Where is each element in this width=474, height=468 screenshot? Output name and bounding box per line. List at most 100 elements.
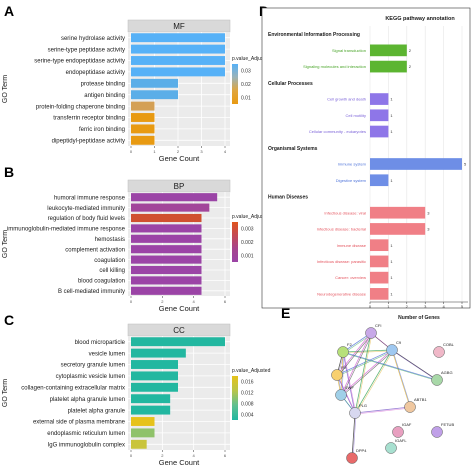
kegg-bar-value: 1 — [390, 243, 393, 248]
kegg-pathway-label: Immune system — [338, 162, 367, 167]
category-label: cell killing — [99, 268, 125, 274]
kegg-pathway-label: Signal transduction — [332, 48, 366, 53]
category-label: transferrin receptor binding — [53, 116, 125, 122]
network-edge — [343, 352, 357, 415]
y-axis-title: GO Term — [2, 379, 9, 407]
kegg-pathway-label: Cell growth and death — [327, 97, 366, 102]
network-node — [431, 426, 443, 438]
bar — [131, 56, 225, 65]
category-label: cytoplasmic vesicle lumen — [56, 374, 125, 380]
kegg-pathway-label: Cancer: overview — [335, 275, 366, 280]
network-edge — [391, 349, 411, 408]
x-tick-label: 6 — [224, 299, 227, 304]
kegg-pathway-label: Signaling molecules and interaction — [303, 64, 366, 69]
network-node-label: IGAF — [402, 422, 412, 427]
category-label: humoral immune response — [54, 195, 126, 201]
category-label: serine hydrolase activity — [61, 36, 125, 42]
bar — [131, 286, 202, 295]
category-label: external side of plasma membrane — [33, 420, 126, 426]
bar — [131, 90, 178, 100]
kegg-pathway-label: Digestive system — [336, 178, 367, 183]
network-node-label: ABTB1 — [414, 397, 427, 402]
panel-letter-c: C — [4, 312, 14, 328]
network-edge — [355, 333, 373, 415]
category-label: endopeptidase activity — [66, 70, 125, 76]
network-edge — [351, 412, 356, 459]
network-node — [392, 426, 404, 438]
network-node — [346, 452, 358, 464]
x-tick-label: 4 — [224, 149, 227, 154]
kegg-bar-value: 5 — [464, 162, 467, 167]
kegg-bar-value: 3 — [427, 210, 430, 215]
kegg-bar — [370, 271, 389, 284]
network-node — [433, 346, 445, 358]
category-label: immunoglobulin-mediated immune response — [7, 227, 126, 233]
bar — [131, 44, 225, 54]
facet-label: CC — [173, 326, 185, 335]
panel-letter-b: B — [4, 164, 14, 180]
category-label: protein-folding chaperone binding — [36, 104, 125, 110]
network-edge — [340, 349, 393, 396]
x-tick-label: 2 — [406, 304, 409, 309]
category-label: leukocyte-mediated immunity — [47, 206, 125, 212]
x-tick-label: 2 — [177, 149, 180, 154]
facet-label: BP — [174, 182, 185, 191]
kegg-bar — [370, 109, 389, 122]
kegg-bar — [370, 255, 389, 268]
kegg-group-header: Environmental Information Processing — [268, 32, 360, 38]
network-node — [385, 442, 397, 454]
network-edge — [337, 350, 394, 377]
legend-colorbar — [232, 376, 238, 420]
bar — [131, 439, 147, 449]
bar — [131, 113, 155, 122]
bar — [131, 360, 178, 369]
bar — [131, 135, 155, 145]
network-edge — [336, 332, 372, 376]
kegg-bar-value: 3 — [427, 227, 430, 232]
category-label: serine-type peptidase activity — [48, 47, 125, 53]
network-node-label: C9 — [396, 340, 402, 345]
y-axis-title: GO Term — [2, 75, 9, 103]
network-node-label: F2 — [347, 342, 352, 347]
bar — [131, 371, 178, 381]
kegg-bar-value: 1 — [390, 178, 393, 183]
kegg-pathway-label: Infectious disease: bacterial — [317, 227, 366, 232]
kegg-group-header: Cellular Processes — [268, 81, 313, 87]
legend-title: p.value_Adjusted — [232, 56, 271, 62]
network-node-label: AGBG — [441, 370, 453, 375]
category-label: protease binding — [81, 82, 125, 88]
kegg-bar — [370, 206, 426, 219]
bar — [131, 101, 155, 111]
network-node-label: CFI — [375, 323, 381, 328]
kegg-bar-value: 1 — [390, 275, 393, 280]
network-node — [431, 374, 443, 386]
network-edge — [354, 332, 372, 414]
category-label: hemostasis — [95, 237, 125, 243]
legend-tick-label: 0.002 — [241, 240, 254, 246]
kegg-bar — [370, 239, 389, 252]
network-edge — [337, 333, 373, 377]
legend-colorbar — [232, 64, 238, 104]
category-label: vesicle lumen — [89, 351, 125, 357]
x-tick-label: 0 — [130, 149, 133, 154]
network-edge — [354, 406, 411, 414]
network-edge — [392, 350, 439, 382]
network-node — [335, 389, 347, 401]
legend-title: p.value_Adjusted — [232, 368, 271, 374]
y-axis-title: GO Term — [2, 230, 9, 258]
legend-tick-label: 0.008 — [241, 402, 254, 408]
x-tick-label: 2 — [161, 453, 164, 458]
legend-tick-label: 0.004 — [241, 413, 254, 419]
kegg-pathway-label: Neurodegenerative disease — [317, 291, 367, 296]
category-label: ferric iron binding — [79, 127, 125, 133]
kegg-bar-value: 1 — [390, 129, 393, 134]
facet-label: MF — [173, 22, 185, 31]
network-edge — [342, 351, 438, 381]
kegg-pathway-label: Immune disease — [337, 243, 367, 248]
kegg-bar-value: 1 — [390, 259, 393, 264]
kegg-bar — [370, 158, 462, 170]
network-edge — [392, 350, 412, 409]
x-tick-label: 0 — [130, 299, 133, 304]
network-edge — [355, 407, 412, 415]
x-tick-label: 3 — [424, 304, 427, 309]
